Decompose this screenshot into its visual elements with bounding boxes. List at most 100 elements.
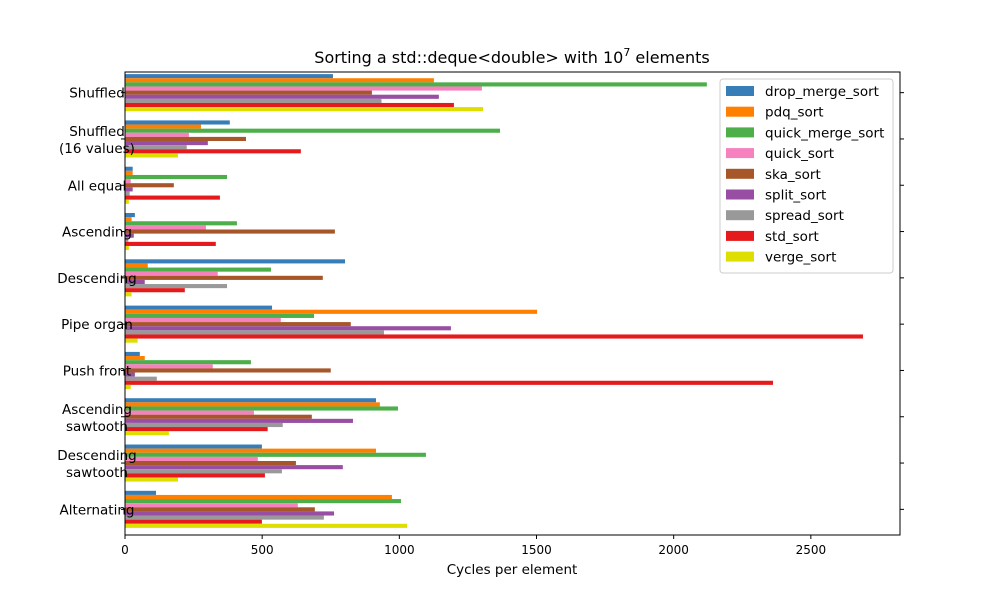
- bar-spread_sort: [125, 237, 129, 242]
- bar-std_sort: [125, 241, 216, 246]
- bar-std_sort: [125, 102, 454, 108]
- bar-spread_sort: [125, 191, 130, 196]
- y-tick-label-line: Push front: [63, 363, 131, 379]
- bar-drop_merge_sort: [125, 74, 333, 79]
- title-suffix: elements: [630, 48, 709, 67]
- y-tick-label-line: Ascending: [62, 225, 132, 241]
- bar-drop_merge_sort: [125, 490, 156, 495]
- bars-layer: [125, 74, 863, 528]
- bar-pdq_sort: [125, 217, 132, 222]
- y-tick-label-line: All equal: [68, 178, 126, 194]
- bar-ska_sort: [125, 183, 174, 188]
- bar-pdq_sort: [125, 402, 380, 407]
- y-tick-label: Descending sawtooth: [57, 448, 136, 481]
- bar-quick_sort: [125, 86, 482, 91]
- bar-split_sort: [125, 94, 439, 99]
- legend-label: split_sort: [765, 188, 826, 204]
- y-tick-label: Descending: [57, 271, 136, 287]
- bar-spread_sort: [125, 376, 157, 381]
- bar-std_sort: [125, 149, 301, 154]
- bar-std_sort: [125, 380, 773, 385]
- legend-label: verge_sort: [765, 250, 836, 266]
- bar-verge_sort: [125, 153, 178, 158]
- bar-verge_sort: [125, 477, 178, 482]
- bar-drop_merge_sort: [125, 120, 230, 125]
- bar-ska_sort: [125, 322, 351, 327]
- bar-ska_sort: [125, 507, 315, 512]
- y-tick-label-line: Ascending: [62, 402, 132, 418]
- bar-quick_merge_sort: [125, 128, 501, 133]
- bar-quick_merge_sort: [125, 499, 401, 504]
- bar-ska_sort: [125, 414, 312, 419]
- bar-drop_merge_sort: [125, 166, 133, 171]
- y-tick-label-line: Descending: [57, 448, 136, 464]
- legend-swatch: [726, 230, 754, 241]
- y-tick-label: Push front: [63, 363, 131, 379]
- bar-ska_sort: [125, 136, 246, 142]
- legend-label: quick_merge_sort: [765, 125, 884, 141]
- bar-quick_merge_sort: [125, 313, 315, 318]
- bar-ska_sort: [125, 90, 372, 95]
- legend-swatch: [726, 210, 754, 221]
- bar-ska_sort: [125, 460, 296, 466]
- y-tick-label: Shuffled: [69, 86, 125, 102]
- bar-split_sort: [125, 511, 335, 516]
- y-tick-label: All equal: [68, 178, 126, 194]
- bar-std_sort: [125, 473, 265, 478]
- bar-verge_sort: [125, 292, 132, 297]
- bar-split_sort: [125, 372, 135, 377]
- bar-quick_sort: [125, 225, 206, 230]
- legend-swatch: [726, 148, 754, 159]
- y-tick-label-line: Alternating: [60, 502, 135, 518]
- bar-pdq_sort: [125, 448, 377, 453]
- y-tick-label: Shuffled (16 values): [59, 124, 135, 157]
- legend-box: [719, 78, 894, 274]
- bar-split_sort: [125, 465, 343, 470]
- bar-pdq_sort: [125, 170, 133, 175]
- bar-ska_sort: [125, 275, 323, 280]
- y-tick-label-line: Shuffled: [69, 124, 125, 140]
- chart-title: Sorting a std::deque<double> with 107 el…: [314, 46, 709, 67]
- bar-verge_sort: [125, 245, 129, 251]
- bar-verge_sort: [125, 199, 129, 204]
- bar-verge_sort: [125, 338, 138, 343]
- bar-drop_merge_sort: [125, 351, 140, 357]
- bar-spread_sort: [125, 422, 283, 428]
- bar-spread_sort: [125, 284, 228, 289]
- legend-swatch: [726, 86, 754, 96]
- bar-quick_merge_sort: [125, 221, 237, 226]
- legend-swatch: [726, 168, 754, 179]
- bar-quick_merge_sort: [125, 406, 398, 411]
- bar-quick_sort: [125, 271, 218, 276]
- bar-std_sort: [125, 427, 268, 432]
- y-tick-label: Pipe organ: [61, 317, 133, 333]
- legend-swatch: [726, 251, 754, 262]
- bar-std_sort: [125, 195, 220, 200]
- bar-quick_sort: [125, 179, 131, 184]
- legend-label: pdq_sort: [765, 105, 824, 121]
- x-tick-label: 1000: [384, 543, 415, 557]
- bar-quick_sort: [125, 503, 298, 508]
- bar-pdq_sort: [125, 494, 392, 500]
- bar-split_sort: [125, 326, 451, 331]
- bar-spread_sort: [125, 330, 384, 335]
- legend-label: std_sort: [765, 229, 819, 245]
- bar-ska_sort: [125, 368, 331, 373]
- bar-drop_merge_sort: [125, 213, 135, 218]
- bar-verge_sort: [125, 523, 408, 528]
- bar-pdq_sort: [125, 309, 538, 314]
- bar-spread_sort: [125, 98, 382, 103]
- bar-std_sort: [125, 519, 262, 524]
- legend: drop_merge_sort pdq_sort quick_merge_sortq…: [719, 78, 894, 274]
- bar-spread_sort: [125, 469, 282, 474]
- y-tick-label-line: Descending: [57, 271, 136, 287]
- bar-split_sort: [125, 233, 134, 238]
- bar-split_sort: [125, 418, 353, 423]
- bar-quick_sort: [125, 317, 281, 323]
- bar-split_sort: [125, 141, 208, 146]
- bar-verge_sort: [125, 431, 169, 436]
- legend-label: spread_sort: [765, 208, 844, 224]
